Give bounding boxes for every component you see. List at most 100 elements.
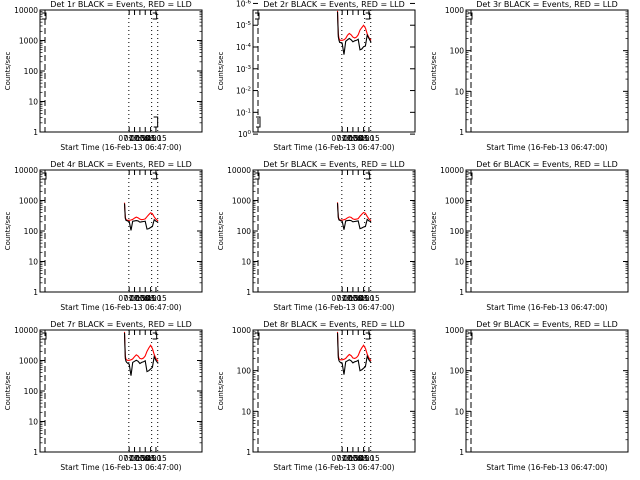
- bracket-marker: [255, 172, 260, 180]
- y-tick-label: 1: [246, 448, 251, 457]
- x-tick-label: 08:00: [140, 134, 162, 143]
- series-line-events: [336, 11, 372, 55]
- y-axis: 1 10 100 1000 10000: [14, 166, 202, 297]
- time-markers: [341, 10, 473, 132]
- y-tick-label: 10: [454, 87, 464, 96]
- x-tick-label: 07:30: [342, 294, 364, 303]
- x-tick-label: 07:30: [342, 134, 364, 143]
- y-tick-label: 1: [459, 448, 464, 457]
- y-tick-label: 100: [24, 387, 39, 396]
- x-tick-label: 08:15: [358, 134, 380, 143]
- y-tick-label: 10-2: [236, 87, 251, 96]
- series-line-lld: [336, 202, 372, 222]
- y-axis-label: Counts/sec: [4, 372, 12, 411]
- time-markers: [341, 330, 473, 452]
- detector-panel-7: Det 7r BLACK = Events, RED = LLD 1 10 100 10…: [4, 320, 203, 472]
- panel-title: Det 6r BLACK = Events, RED = LLD: [476, 160, 618, 169]
- y-axis-label: Counts/sec: [217, 52, 225, 91]
- panel-title: Det 8r BLACK = Events, RED = LLD: [263, 320, 405, 329]
- y-axis: 1 10 100 1000 10000: [14, 6, 202, 137]
- x-axis-label: Start Time (16-Feb-13 06:47:00): [273, 463, 394, 472]
- x-tick-label: 07:30: [129, 294, 151, 303]
- x-axis-label: Start Time (16-Feb-13 06:47:00): [60, 143, 181, 152]
- x-tick-label: 08:00: [140, 294, 162, 303]
- time-markers: [128, 170, 260, 292]
- y-tick-label: 100: [238, 130, 252, 139]
- x-tick-label: 07:30: [129, 134, 151, 143]
- bracket-marker: [365, 332, 371, 340]
- x-tick-label: 08:15: [358, 454, 380, 463]
- y-tick-label: 1: [246, 288, 251, 297]
- bracket-marker: [256, 116, 261, 128]
- bracket-marker: [255, 332, 260, 340]
- detector-panel-6: Det 6r BLACK = Events, RED = LLD 1 10 100 10…: [331, 160, 629, 312]
- y-tick-label: 10-6: [236, 0, 252, 8]
- series-line-events: [336, 332, 372, 375]
- y-axis: 1 10 100 1000 10000: [227, 166, 415, 297]
- y-tick-label: 1000: [19, 357, 38, 366]
- x-axis-label: Start Time (16-Feb-13 06:47:00): [273, 143, 394, 152]
- y-tick-label: 100: [450, 227, 465, 236]
- time-markers: [42, 170, 47, 292]
- x-tick-label: 07:45: [134, 134, 156, 143]
- y-tick-label: 10: [454, 407, 464, 416]
- y-tick-label: 1000: [445, 197, 464, 206]
- y-tick-label: 1: [33, 448, 38, 457]
- y-axis-label: Counts/sec: [430, 212, 438, 251]
- x-tick-label: 07:15: [124, 454, 146, 463]
- detector-panel-8: Det 8r BLACK = Events, RED = LLD 1 10 100 10…: [118, 320, 416, 472]
- panel-title: Det 3r BLACK = Events, RED = LLD: [476, 0, 618, 9]
- x-tick-label: 07:00: [118, 294, 140, 303]
- panel-title: Det 2r BLACK = Events, RED = LLD: [263, 0, 405, 9]
- x-axis-label: Start Time (16-Feb-13 06:47:00): [60, 463, 181, 472]
- x-tick-label: 07:15: [337, 454, 359, 463]
- y-tick-label: 10000: [227, 166, 251, 175]
- x-tick-label: 07:45: [347, 134, 369, 143]
- x-tick-label: 07:15: [124, 134, 146, 143]
- bracket-marker: [468, 332, 473, 340]
- x-tick-label: 07:30: [342, 454, 364, 463]
- plot-frame: [39, 9, 203, 133]
- detector-panel-9: Det 9r BLACK = Events, RED = LLD 1 10 100 10…: [331, 320, 629, 472]
- plot-frame: [465, 169, 629, 293]
- bracket-marker: [468, 12, 473, 20]
- time-markers: [341, 170, 473, 292]
- y-tick-label: 100: [24, 227, 39, 236]
- time-markers: [128, 10, 260, 132]
- y-tick-label: 100: [237, 227, 252, 236]
- x-tick-label: 07:45: [134, 454, 156, 463]
- y-axis-label: Counts/sec: [430, 372, 438, 411]
- x-tick-label: 08:15: [145, 134, 167, 143]
- y-tick-label: 100: [450, 367, 465, 376]
- x-tick-label: 07:45: [347, 294, 369, 303]
- series-line-events: [123, 332, 159, 376]
- time-markers: [128, 330, 260, 452]
- series-line-lld: [336, 331, 372, 362]
- x-tick-label: 08:00: [353, 294, 375, 303]
- x-tick-label: 07:15: [337, 294, 359, 303]
- x-tick-label: 08:15: [358, 294, 380, 303]
- y-axis: 1 10 100 1000: [232, 326, 415, 457]
- plot-frame: [252, 9, 416, 133]
- x-tick-label: 07:00: [331, 454, 353, 463]
- x-axis-label: Start Time (16-Feb-13 06:47:00): [486, 303, 607, 312]
- y-tick-label: 100: [237, 367, 252, 376]
- y-tick-label: 10: [454, 258, 464, 267]
- y-tick-label: 1: [459, 288, 464, 297]
- detector-panel-1: Det 1r BLACK = Events, RED = LLD 1 10 100 10…: [4, 0, 203, 152]
- x-tick-label: 08:15: [145, 294, 167, 303]
- y-axis: 1 10 100 1000 10000: [14, 326, 202, 457]
- y-axis: 1 10 100 1000: [445, 326, 628, 457]
- x-tick-label: 07:00: [331, 134, 353, 143]
- plot-frame: [39, 329, 203, 453]
- y-axis-label: Counts/sec: [4, 52, 12, 91]
- detector-panel-3: Det 3r BLACK = Events, RED = LLD 1 10 100 10…: [331, 0, 629, 152]
- panel-title: Det 7r BLACK = Events, RED = LLD: [50, 320, 192, 329]
- y-axis: 1 10 100 1000 10000: [440, 166, 628, 297]
- y-tick-label: 10000: [14, 6, 38, 15]
- series-line-events: [123, 203, 159, 231]
- x-tick-label: 07:45: [134, 294, 156, 303]
- x-tick-label: 08:00: [353, 134, 375, 143]
